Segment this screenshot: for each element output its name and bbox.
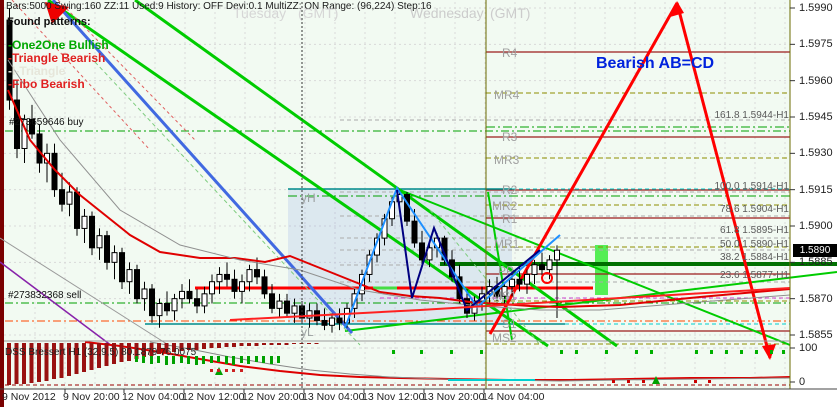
pattern-list-item: -I-Triangle [8, 64, 66, 78]
y-axis-price-label: 1.5975 [799, 38, 833, 51]
session-label-tuesday: Tuesday [233, 5, 287, 21]
fibonacci-level-label: 38.2 1.5884-H1 [720, 252, 789, 263]
pivot-level-label: MR3 [494, 153, 520, 167]
session-label-wednesday: Wednesday [410, 5, 484, 21]
fibonacci-level-label: 100.0 1.5914-H1 [714, 181, 789, 192]
pattern-list-item: -Fibo Bearish [8, 77, 85, 91]
fibonacci-level-label: 161.8 1.5944-H1 [714, 110, 789, 121]
y-axis-price-label: 1.5855 [799, 329, 833, 341]
pivot-level-label: R4 [502, 46, 518, 60]
pattern-list-item: -Triangle Bearish [8, 51, 106, 65]
x-axis-date-label: 9 Nov 20:00 [63, 391, 120, 403]
pivot-level-label: R3 [502, 130, 518, 144]
chart-status-bar: Bars:5000 Swing:160 ZZ:11 Used:9 History… [6, 1, 432, 12]
pattern-annotation-bearish-abcd: Bearish AB=CD [596, 55, 715, 72]
y-axis-price-label: 1.5870 [799, 292, 833, 305]
fibonacci-level-label: 50.0 1.5890-H1 [720, 239, 789, 250]
fibonacci-level-label: 61.8 1.5895-H1 [720, 225, 789, 236]
y-axis-price-label: 1.5930 [799, 147, 833, 160]
pivot-level-label: MS2 [492, 331, 517, 345]
x-axis-date-label: 13 Nov 20:00 [422, 391, 485, 403]
x-axis-date-label: 12 Nov 04:00 [122, 391, 185, 403]
y-axis-price-label: 1.5885 [799, 256, 833, 269]
y-axis-price-label: 1.5960 [799, 74, 833, 87]
pivot-level-label: R2 [502, 183, 518, 197]
indicator-axis-label: 100 [799, 342, 818, 354]
pivot-level-label: S1 [502, 317, 517, 331]
y-axis-price-label: 1.5945 [799, 111, 833, 123]
x-axis-date-label: 13 Nov 12:00 [362, 391, 425, 403]
pivot-level-label: PP [498, 264, 515, 278]
x-axis-date-label: 14 Nov 04:00 [482, 391, 545, 403]
pivot-level-label: R1 [502, 212, 518, 226]
fibonacci-level-label: 23.6 1.5877-H1 [720, 270, 789, 281]
indicator-name-label: DSS Bressert H1 (32,9,5) 80.1879 76.0075 [5, 347, 197, 358]
yesterday-low-label: yL [301, 325, 314, 339]
x-axis-date-label: 12 Nov 20:00 [242, 391, 305, 403]
indicator-axis-label: 0 [799, 376, 806, 388]
session-gmt-wednesday: (GMT) [490, 5, 531, 21]
pivot-level-label: MR4 [494, 88, 520, 102]
pattern-list-item: -One2One Bullish [8, 38, 109, 52]
found-patterns-title: Found patterns: [7, 16, 91, 28]
pivot-level-label: MR1 [494, 237, 520, 251]
current-price-badge: 1.5890 [793, 244, 837, 257]
pivot-level-label: MS1 [492, 289, 517, 303]
session-gmt-tuesday: (GMT) [298, 5, 339, 21]
y-axis-price-label: 1.5915 [799, 183, 833, 196]
x-axis-date-label: 13 Nov 04:00 [302, 391, 365, 403]
yesterday-high-label: yH [301, 191, 316, 205]
order-label-buy: #273659646 buy [9, 117, 84, 128]
x-axis-date-label: 12 Nov 12:00 [182, 391, 245, 403]
y-axis-price-label: 1.5900 [799, 220, 833, 232]
pivot-level-label: MR2 [492, 199, 518, 213]
fibonacci-level-label: 78.6 1.5904-H1 [720, 204, 789, 215]
x-axis-date-label: 9 Nov 2012 [2, 391, 56, 403]
order-label-sell: #273832368 sell [8, 290, 82, 301]
y-axis-price-label: 1.5990 [799, 2, 833, 14]
